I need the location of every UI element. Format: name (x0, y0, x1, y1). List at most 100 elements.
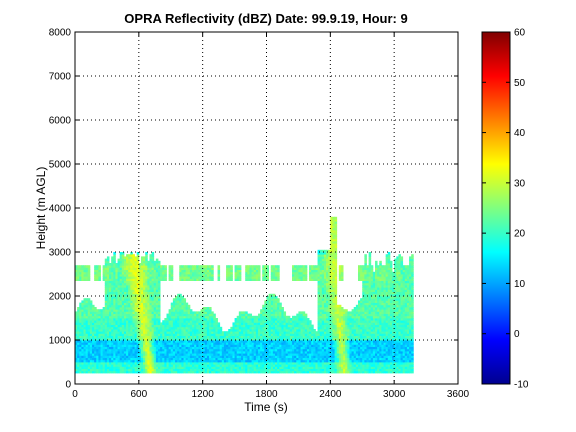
heatmap-cell (168, 265, 172, 268)
heatmap-cell (317, 318, 321, 321)
heatmap-cell (140, 351, 144, 354)
heatmap-cell (262, 311, 265, 314)
heatmap-cell (109, 274, 112, 277)
heatmap-cell (121, 254, 125, 257)
heatmap-cell (106, 302, 110, 306)
heatmap-cell (221, 348, 225, 352)
heatmap-cell (106, 293, 110, 297)
heatmap-cell (177, 357, 180, 361)
heatmap-cell (221, 368, 225, 372)
heatmap-cell (104, 329, 108, 332)
heatmap-cell (302, 322, 306, 325)
heatmap-cell (283, 342, 287, 345)
heatmap-cell (187, 309, 191, 312)
heatmap-cell (204, 320, 208, 323)
heatmap-cell (132, 265, 135, 268)
heatmap-cell (253, 335, 257, 339)
heatmap-cell (285, 315, 289, 319)
heatmap-cell (113, 258, 116, 262)
heatmap-cell (151, 282, 155, 286)
heatmap-cell (123, 287, 127, 290)
heatmap-cell (302, 324, 306, 328)
heatmap-cell (226, 364, 229, 367)
heatmap-cell (147, 346, 150, 350)
heatmap-cell (157, 278, 161, 281)
heatmap-cell (321, 293, 325, 297)
heatmap-cell (270, 276, 274, 279)
heatmap-cell (155, 302, 159, 306)
heatmap-cell (123, 276, 127, 279)
heatmap-cell (113, 353, 116, 356)
heatmap-cell (209, 353, 212, 356)
heatmap-cell (283, 311, 287, 314)
heatmap-cell (109, 304, 112, 308)
heatmap-cell (119, 326, 123, 330)
heatmap-cell (266, 300, 270, 303)
heatmap-cell (309, 353, 312, 356)
heatmap-cell (240, 337, 244, 341)
heatmap-cell (211, 364, 214, 367)
heatmap-cell (306, 353, 310, 356)
heatmap-cell (140, 370, 144, 374)
heatmap-cell (151, 309, 155, 312)
heatmap-cell (202, 271, 206, 275)
heatmap-cell (145, 362, 148, 365)
heatmap-cell (87, 333, 91, 336)
heatmap-cell (83, 307, 87, 310)
heatmap-cell (306, 333, 310, 336)
heatmap-cell (330, 254, 333, 257)
heatmap-cell (187, 353, 191, 356)
heatmap-cell (183, 274, 187, 277)
heatmap-cell (332, 219, 335, 222)
heatmap-cell (151, 267, 155, 270)
heatmap-cell (304, 322, 308, 325)
heatmap-cell (140, 368, 144, 372)
heatmap-cell (123, 324, 127, 328)
heatmap-cell (138, 280, 142, 284)
heatmap-cell (340, 368, 344, 372)
heatmap-cell (198, 353, 201, 356)
heatmap-cell (260, 346, 263, 350)
heatmap-cell (77, 269, 80, 273)
heatmap-cell (296, 357, 299, 361)
heatmap-cell (330, 313, 333, 317)
heatmap-cell (179, 331, 182, 334)
heatmap-cell (336, 322, 340, 325)
heatmap-cell (140, 291, 144, 295)
heatmap-cell (328, 269, 331, 273)
heatmap-cell (328, 300, 331, 303)
heatmap-cell (323, 311, 327, 314)
heatmap-cell (83, 318, 87, 321)
heatmap-cell (321, 364, 325, 367)
heatmap-cell (253, 370, 257, 374)
heatmap-cell (245, 348, 248, 352)
heatmap-cell (134, 329, 138, 332)
heatmap-cell (123, 304, 127, 308)
heatmap-cell (153, 364, 157, 367)
heatmap-cell (311, 344, 314, 347)
heatmap-cell (275, 333, 278, 336)
heatmap-cell (187, 322, 191, 325)
heatmap-cell (247, 320, 250, 323)
heatmap-cell (134, 298, 138, 301)
heatmap-cell (238, 370, 242, 374)
heatmap-cell (119, 307, 123, 310)
heatmap-cell (247, 364, 250, 367)
heatmap-cell (268, 342, 272, 345)
heatmap-cell (266, 370, 270, 374)
heatmap-cell (109, 269, 112, 273)
heatmap-cell (328, 331, 331, 334)
heatmap-cell (323, 370, 327, 374)
heatmap-cell (260, 326, 263, 330)
heatmap-cell (279, 329, 282, 332)
heatmap-cell (143, 322, 146, 325)
heatmap-cell (89, 304, 93, 308)
heatmap-cell (147, 309, 150, 312)
heatmap-cell (287, 362, 291, 365)
heatmap-cell (106, 313, 110, 317)
heatmap-cell (275, 274, 278, 277)
heatmap-cell (338, 318, 342, 321)
heatmap-cell (102, 335, 106, 339)
heatmap-cell (162, 331, 165, 334)
heatmap-cell (83, 311, 87, 314)
